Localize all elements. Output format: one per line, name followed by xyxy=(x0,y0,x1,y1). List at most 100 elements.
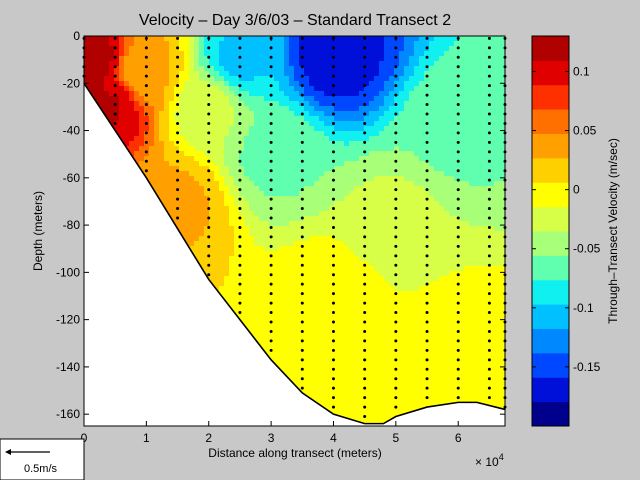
velocity-cell xyxy=(359,411,365,417)
velocity-cell xyxy=(119,66,125,72)
velocity-cell xyxy=(274,106,280,112)
velocity-cell xyxy=(354,76,360,82)
velocity-cell xyxy=(369,196,375,202)
velocity-cell xyxy=(384,346,390,352)
velocity-cell xyxy=(219,81,225,87)
velocity-cell xyxy=(309,251,315,257)
velocity-cell xyxy=(289,81,295,87)
velocity-cell xyxy=(104,111,110,117)
velocity-cell xyxy=(389,296,395,302)
velocity-cell xyxy=(344,166,350,172)
velocity-cell xyxy=(199,86,205,92)
velocity-cell xyxy=(124,86,130,92)
velocity-cell xyxy=(374,41,380,47)
velocity-cell xyxy=(109,51,115,57)
velocity-cell xyxy=(184,166,190,172)
velocity-cell xyxy=(189,166,195,172)
velocity-cell xyxy=(349,46,355,52)
velocity-cell xyxy=(309,176,315,182)
velocity-cell xyxy=(314,51,320,57)
velocity-cell xyxy=(164,86,170,92)
velocity-cell xyxy=(229,136,235,142)
velocity-cell xyxy=(209,51,215,57)
velocity-cell xyxy=(189,81,195,87)
velocity-cell xyxy=(339,251,345,257)
velocity-cell xyxy=(234,66,240,72)
velocity-cell xyxy=(224,81,230,87)
velocity-cell xyxy=(384,191,390,197)
velocity-cell xyxy=(169,181,175,187)
velocity-cell xyxy=(164,71,170,77)
velocity-cell xyxy=(359,321,365,327)
velocity-cell xyxy=(334,56,340,62)
velocity-cell xyxy=(164,41,170,47)
velocity-cell xyxy=(319,276,325,282)
velocity-cell xyxy=(304,336,310,342)
velocity-cell xyxy=(269,256,275,262)
velocity-cell xyxy=(264,156,270,162)
velocity-cell xyxy=(314,146,320,152)
velocity-cell xyxy=(279,211,285,217)
velocity-cell xyxy=(214,181,220,187)
velocity-cell xyxy=(249,96,255,102)
velocity-cell xyxy=(309,206,315,212)
velocity-cell xyxy=(254,226,260,232)
velocity-cell xyxy=(279,216,285,222)
velocity-cell xyxy=(359,311,365,317)
velocity-cell xyxy=(334,391,340,397)
velocity-cell xyxy=(334,266,340,272)
velocity-cell xyxy=(124,46,130,52)
velocity-cell xyxy=(309,236,315,242)
velocity-cell xyxy=(144,116,150,122)
velocity-cell xyxy=(289,161,295,167)
velocity-cell xyxy=(254,176,260,182)
velocity-cell xyxy=(329,396,335,402)
velocity-cell xyxy=(229,216,235,222)
velocity-cell xyxy=(264,286,270,292)
velocity-cell xyxy=(244,216,250,222)
velocity-cell xyxy=(239,131,245,137)
velocity-cell xyxy=(349,141,355,147)
velocity-cell xyxy=(269,276,275,282)
velocity-cell xyxy=(334,351,340,357)
velocity-cell xyxy=(224,56,230,62)
velocity-cell xyxy=(294,51,300,57)
velocity-cell xyxy=(179,151,185,157)
velocity-cell xyxy=(214,276,220,282)
velocity-cell xyxy=(354,346,360,352)
velocity-cell xyxy=(269,76,275,82)
velocity-cell xyxy=(219,221,225,227)
velocity-cell xyxy=(399,241,405,247)
velocity-cell xyxy=(94,96,100,102)
velocity-cell xyxy=(224,211,230,217)
velocity-cell xyxy=(389,396,395,402)
velocity-cell xyxy=(199,41,205,47)
velocity-cell xyxy=(389,406,395,412)
velocity-cell xyxy=(399,101,405,107)
velocity-cell xyxy=(149,71,155,77)
velocity-cell xyxy=(349,411,355,417)
velocity-cell xyxy=(284,106,290,112)
velocity-cell xyxy=(234,61,240,67)
velocity-cell xyxy=(399,96,405,102)
velocity-cell xyxy=(399,41,405,47)
velocity-cell xyxy=(344,266,350,272)
velocity-cell xyxy=(319,391,325,397)
velocity-cell xyxy=(224,206,230,212)
velocity-cell xyxy=(134,56,140,62)
velocity-cell xyxy=(399,76,405,82)
velocity-cell xyxy=(194,211,200,217)
velocity-cell xyxy=(339,326,345,332)
velocity-cell xyxy=(159,151,165,157)
velocity-cell xyxy=(189,146,195,152)
velocity-cell xyxy=(264,196,270,202)
velocity-cell xyxy=(369,131,375,137)
velocity-cell xyxy=(384,156,390,162)
velocity-cell xyxy=(274,66,280,72)
velocity-cell xyxy=(224,61,230,67)
velocity-cell xyxy=(324,46,330,52)
velocity-cell xyxy=(224,176,230,182)
velocity-cell xyxy=(289,56,295,62)
velocity-cell xyxy=(394,396,400,402)
velocity-cell xyxy=(324,271,330,277)
